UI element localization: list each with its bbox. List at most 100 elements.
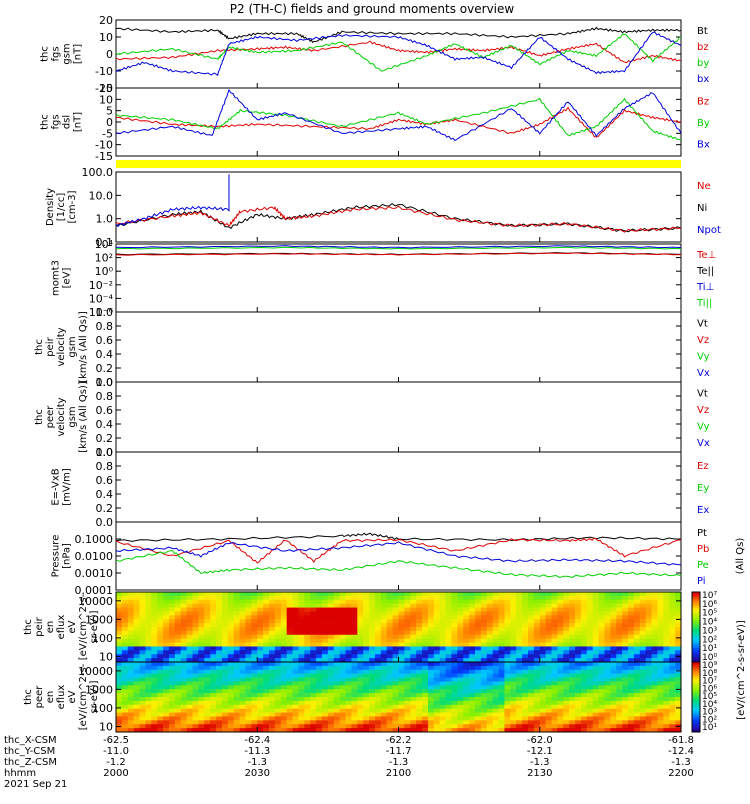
spectrogram-cell bbox=[463, 693, 470, 698]
spectrogram-cell bbox=[221, 638, 229, 643]
spectrogram-cell bbox=[357, 662, 364, 667]
colorbar-cell bbox=[692, 613, 700, 616]
spectrogram-cell bbox=[504, 595, 511, 601]
spectrogram-cell bbox=[522, 599, 529, 604]
spectrogram-cell bbox=[257, 634, 264, 639]
spectrogram-cell bbox=[168, 704, 176, 709]
spectrogram-cell bbox=[439, 592, 446, 597]
spectrogram-cell bbox=[233, 615, 240, 620]
spectrogram-cell bbox=[622, 619, 629, 624]
spectrogram-cell bbox=[628, 607, 635, 612]
spectrogram-cell bbox=[339, 708, 346, 713]
spectrogram-cell bbox=[575, 677, 582, 682]
spectrogram-cell bbox=[304, 677, 311, 682]
spectrogram-cell bbox=[280, 712, 287, 717]
spectrogram-cell bbox=[133, 673, 140, 678]
spectrogram-cell bbox=[298, 685, 305, 690]
spectrogram-cell bbox=[516, 716, 523, 721]
spectrogram-cell bbox=[516, 685, 523, 690]
spectrogram-cell bbox=[451, 708, 458, 713]
spectrogram-cell bbox=[363, 654, 370, 659]
spectrogram-cell bbox=[586, 627, 594, 632]
spectrogram-cell bbox=[369, 603, 376, 608]
spectrogram-cell bbox=[392, 665, 399, 671]
spectrogram-cell bbox=[163, 669, 170, 674]
spectrogram-cell bbox=[369, 623, 376, 628]
spectrogram-cell bbox=[563, 611, 570, 616]
spectrogram-cell bbox=[357, 728, 364, 733]
spectrogram-cell bbox=[392, 615, 399, 620]
spectrogram-cell bbox=[274, 708, 282, 713]
spectrogram-cell bbox=[545, 728, 552, 733]
spectrogram-cell bbox=[157, 592, 164, 597]
spectrogram-cell bbox=[533, 607, 541, 612]
spectrogram-cell bbox=[639, 720, 646, 725]
spectrogram-cell bbox=[363, 592, 370, 597]
spectrogram-cell bbox=[628, 693, 635, 698]
panel-frame bbox=[115, 87, 682, 157]
spectrogram-cell bbox=[604, 669, 611, 674]
spectrogram-cell bbox=[651, 724, 658, 729]
spectrogram-cell bbox=[551, 693, 558, 698]
spectrogram-cell bbox=[127, 642, 134, 647]
spectrogram-cell bbox=[327, 603, 335, 608]
y-tick-label: 1.0 bbox=[96, 446, 114, 459]
spectrogram-cell bbox=[139, 650, 146, 655]
spectrogram-cell bbox=[592, 607, 599, 612]
spectrogram-cell bbox=[563, 728, 570, 733]
spectrogram-cell bbox=[321, 607, 329, 612]
spectrogram-cell bbox=[586, 615, 594, 620]
spectrogram-cell bbox=[221, 665, 229, 671]
spectrogram-cell bbox=[592, 611, 599, 616]
spectrogram-cell bbox=[163, 712, 170, 717]
spectrogram-cell bbox=[586, 685, 594, 690]
spectrogram-cell bbox=[433, 669, 440, 674]
spectrogram-cell bbox=[333, 700, 340, 706]
spectrogram-cell bbox=[280, 638, 287, 643]
spectrogram-cell bbox=[198, 607, 205, 612]
legend-label: Ez bbox=[697, 461, 709, 472]
spectrogram-cell bbox=[492, 615, 499, 620]
spectrogram-cell bbox=[298, 700, 305, 706]
spectrogram-cell bbox=[310, 619, 317, 624]
spectrogram-cell bbox=[586, 619, 594, 624]
spectrogram-cell bbox=[221, 615, 229, 620]
spectrogram-cell bbox=[416, 615, 423, 620]
spectrogram-cell bbox=[157, 658, 164, 663]
spectrogram-cell bbox=[327, 720, 335, 725]
spectrogram-cell bbox=[663, 654, 670, 659]
spectrogram-cell bbox=[151, 603, 158, 608]
spectrogram-cell bbox=[304, 689, 311, 694]
spectrogram-cell bbox=[669, 619, 676, 624]
spectrogram-cell bbox=[216, 646, 223, 651]
spectrogram-cell bbox=[551, 720, 558, 725]
spectrogram-cell bbox=[263, 599, 270, 604]
spectrogram-cell bbox=[657, 662, 664, 667]
legend-label: Vt bbox=[697, 388, 708, 399]
y-tick-label: 0.4 bbox=[96, 348, 114, 361]
spectrogram-cell bbox=[116, 662, 123, 667]
spectrogram-cell bbox=[286, 728, 293, 733]
spectrogram-cell bbox=[351, 665, 358, 671]
spectrogram-cell bbox=[622, 716, 629, 721]
spectrogram-cell bbox=[186, 630, 193, 636]
spectrogram-cell bbox=[410, 638, 417, 643]
spectrogram-cell bbox=[522, 638, 529, 643]
spectrogram-cell bbox=[433, 634, 440, 639]
spectrogram-cell bbox=[463, 592, 470, 597]
spectrogram-cell bbox=[204, 654, 211, 659]
spectrogram-cell bbox=[221, 712, 229, 717]
spectrogram-cell bbox=[663, 603, 670, 608]
spectrogram-cell bbox=[127, 646, 134, 651]
spectrogram-cell bbox=[669, 595, 676, 601]
spectrogram-cell bbox=[433, 662, 440, 667]
spectrogram-cell bbox=[580, 681, 588, 686]
spectrogram-cell bbox=[492, 716, 499, 721]
spectrogram-cell bbox=[245, 662, 252, 667]
colorbar-cell bbox=[692, 683, 700, 686]
spectrogram-cell bbox=[386, 704, 393, 709]
spectrogram-cell bbox=[639, 658, 646, 663]
spectrogram-cell bbox=[339, 689, 346, 694]
y-tick-label: 0.4 bbox=[96, 488, 114, 501]
spectrogram-cell bbox=[527, 599, 535, 604]
